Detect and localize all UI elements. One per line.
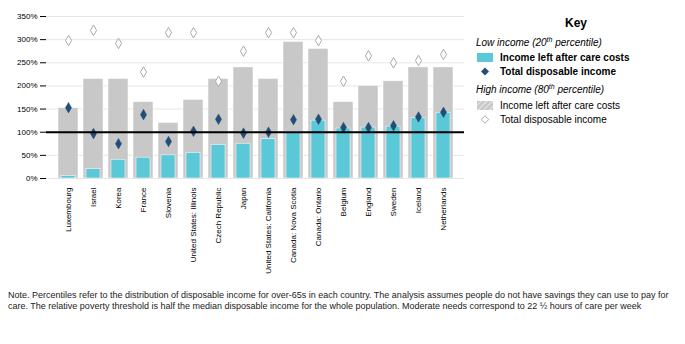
svg-text:200%: 200%	[17, 81, 37, 90]
svg-text:0%: 0%	[26, 174, 38, 183]
svg-text:100%: 100%	[17, 128, 37, 137]
svg-text:Korea: Korea	[114, 187, 123, 209]
svg-text:Belgium: Belgium	[339, 187, 348, 216]
svg-text:300%: 300%	[17, 35, 37, 44]
svg-text:Israel: Israel	[89, 187, 98, 207]
svg-text:Japan: Japan	[239, 188, 248, 210]
html-text:Income left after care costs: Income left after care costs	[500, 99, 621, 111]
svg-text:Czech Republic: Czech Republic	[214, 188, 223, 244]
html-text:Total disposable income: Total disposable income	[500, 66, 616, 78]
svg-text:Canada: Ontario: Canada: Ontario	[314, 187, 323, 246]
html-text:Key: Key	[565, 16, 587, 30]
html-text:Income left after care costs: Income left after care costs	[500, 52, 630, 64]
html-text:Total disposable income: Total disposable income	[500, 113, 607, 125]
svg-text:150%: 150%	[17, 105, 37, 114]
svg-text:England: England	[364, 188, 373, 217]
svg-text:United States: Illinois: United States: Illinois	[189, 188, 198, 263]
svg-text:Sweden: Sweden	[389, 188, 398, 217]
html-text:High income (80thpercentile): High income (80thpercentile)	[476, 83, 605, 96]
svg-text:Luxembourg: Luxembourg	[64, 188, 73, 232]
svg-text:France: France	[139, 187, 148, 212]
svg-text:Canada: Nova Scotia: Canada: Nova Scotia	[289, 187, 298, 263]
svg-text:United States: California: United States: California	[264, 187, 273, 274]
svg-text:Iceland: Iceland	[414, 188, 423, 214]
svg-text:Slovenia: Slovenia	[164, 187, 173, 218]
svg-text:250%: 250%	[17, 58, 37, 67]
html-text:Low income (20thpercentile): Low income (20thpercentile)	[476, 36, 602, 49]
html-text:Note. Percentiles refer to the: Note. Percentiles refer to the distribut…	[8, 290, 669, 312]
svg-text:Netherlands: Netherlands	[439, 188, 448, 231]
svg-text:50%: 50%	[21, 151, 37, 160]
svg-text:350%: 350%	[17, 12, 37, 21]
